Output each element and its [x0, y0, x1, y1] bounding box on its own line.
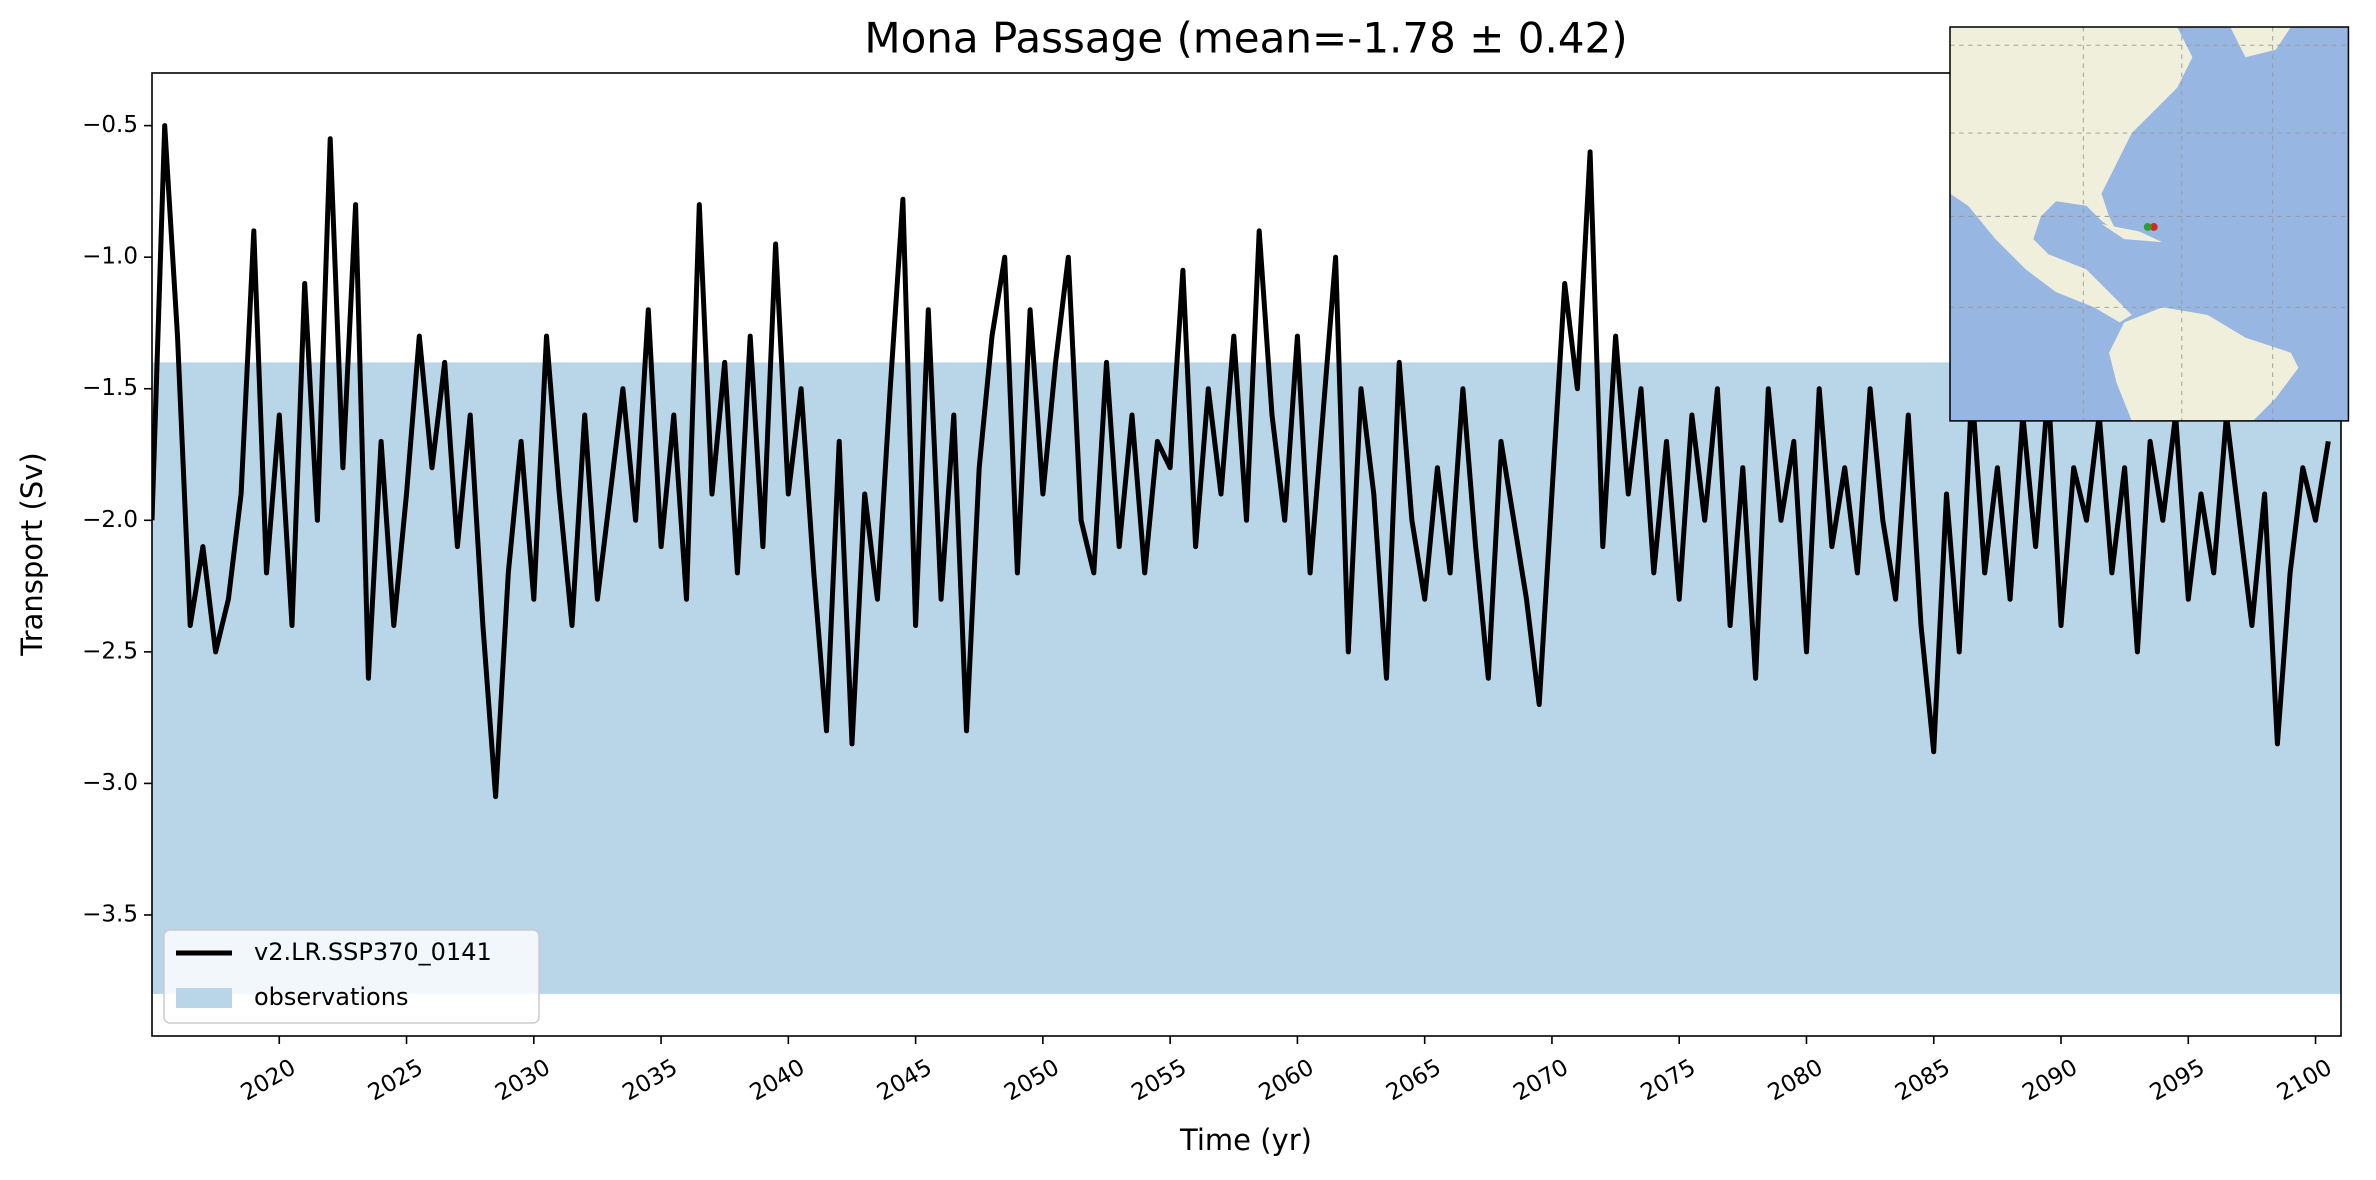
x-tick-label: 2030 — [491, 1055, 555, 1107]
x-tick-label: 2025 — [364, 1055, 428, 1107]
y-tick-label: −0.5 — [82, 112, 138, 138]
x-tick-label: 2045 — [873, 1055, 937, 1107]
legend-label: observations — [254, 983, 408, 1011]
map-point — [2143, 223, 2152, 231]
legend: v2.LR.SSP370_0141 observations — [163, 929, 540, 1024]
y-axis-label: Transport (Sv) — [15, 452, 49, 657]
map-grid — [1950, 27, 2349, 421]
x-tick-label: 2070 — [1509, 1055, 1573, 1107]
x-tick-label: 2040 — [746, 1055, 810, 1107]
observation-band — [152, 362, 2341, 994]
y-tick-label: −1.0 — [82, 244, 138, 270]
legend-band-swatch — [176, 988, 232, 1008]
x-tick-label: 2075 — [1637, 1055, 1701, 1107]
x-tick-label: 2085 — [1891, 1055, 1955, 1107]
x-tick-label: 2055 — [1127, 1055, 1191, 1107]
x-axis-label: Time (yr) — [1179, 1123, 1312, 1157]
x-tick-label: 2060 — [1255, 1055, 1319, 1107]
map-point — [2149, 223, 2158, 231]
plot-frame — [151, 72, 2342, 1037]
x-tick-label: 2080 — [1764, 1055, 1828, 1107]
legend-box — [163, 929, 540, 1024]
y-tick-label: −3.5 — [82, 901, 138, 927]
legend-label: v2.LR.SSP370_0141 — [254, 938, 492, 966]
map-land — [2101, 223, 2163, 243]
chart-title: Mona Passage (mean=-1.78 ± 0.42) — [864, 14, 1627, 63]
y-tick-label: −2.0 — [82, 507, 138, 533]
x-tick-label: 2100 — [2273, 1055, 2337, 1107]
x-tick-label: 2050 — [1000, 1055, 1064, 1107]
y-tick-label: −3.0 — [82, 770, 138, 796]
x-tick-label: 2090 — [2018, 1055, 2082, 1107]
map-frame — [1949, 26, 2350, 422]
y-tick-label: −2.5 — [82, 638, 138, 664]
x-tick-label: 2095 — [2146, 1055, 2210, 1107]
series-line — [152, 123, 2331, 800]
plot-area — [152, 123, 2341, 994]
inset-map — [1949, 26, 2350, 422]
y-tick-label: −1.5 — [82, 375, 138, 401]
x-tick-label: 2065 — [1382, 1055, 1446, 1107]
map-land — [2109, 307, 2299, 421]
x-tick-label: 2020 — [237, 1055, 301, 1107]
map-land — [1950, 27, 2193, 323]
x-tick-label: 2035 — [618, 1055, 682, 1107]
